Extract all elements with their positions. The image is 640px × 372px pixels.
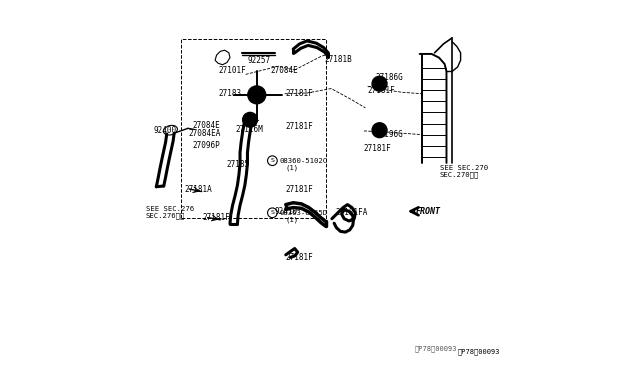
Text: 92410: 92410 [275,207,298,216]
Text: 27181F: 27181F [286,122,314,131]
Text: SEE SEC.276: SEE SEC.276 [146,206,194,212]
Text: 27181F: 27181F [364,144,392,153]
Circle shape [376,127,383,134]
Circle shape [243,112,257,127]
Text: 27181F: 27181F [203,213,230,222]
Circle shape [372,123,387,138]
Text: 92400: 92400 [154,126,177,135]
Circle shape [248,86,266,104]
Text: 27181FA: 27181FA [335,208,368,217]
Text: ᴀP78⁄00093: ᴀP78⁄00093 [458,348,500,355]
Circle shape [372,76,387,91]
Circle shape [252,90,262,100]
Text: 27084E: 27084E [193,121,221,130]
Polygon shape [215,50,230,65]
Text: 27096P: 27096P [193,141,221,150]
Text: SEC.276参照: SEC.276参照 [146,212,185,219]
Text: 08360-5102C: 08360-5102C [280,158,328,164]
Text: ᴀP78⁄00093: ᴀP78⁄00093 [415,345,458,352]
Text: 27181F: 27181F [286,253,314,262]
Text: (1): (1) [286,165,299,171]
Text: 27084EA: 27084EA [188,129,220,138]
Text: 27183: 27183 [219,89,242,98]
Text: 27185: 27185 [227,160,250,169]
Text: SEC.270参照: SEC.270参照 [440,171,479,178]
Text: 27116M: 27116M [235,125,263,134]
Text: SEE SEC.270: SEE SEC.270 [440,165,488,171]
Text: 08363-6165D: 08363-6165D [280,210,328,216]
Circle shape [376,80,383,87]
Text: 27084E: 27084E [271,66,299,75]
Text: FRONT: FRONT [416,207,441,216]
Text: 27181F: 27181F [286,185,314,194]
Text: (1): (1) [286,217,299,224]
Text: 92257: 92257 [248,56,271,65]
Text: S: S [271,210,275,215]
Text: 27181F: 27181F [367,86,396,94]
Text: 27196G: 27196G [375,130,403,139]
Text: S: S [271,158,275,163]
Text: 27181B: 27181B [324,55,352,64]
Text: 27186G: 27186G [375,73,403,82]
Text: 27181A: 27181A [184,185,212,194]
Text: 27181F: 27181F [286,89,314,98]
Text: 27101F: 27101F [219,66,246,75]
Ellipse shape [164,125,177,135]
